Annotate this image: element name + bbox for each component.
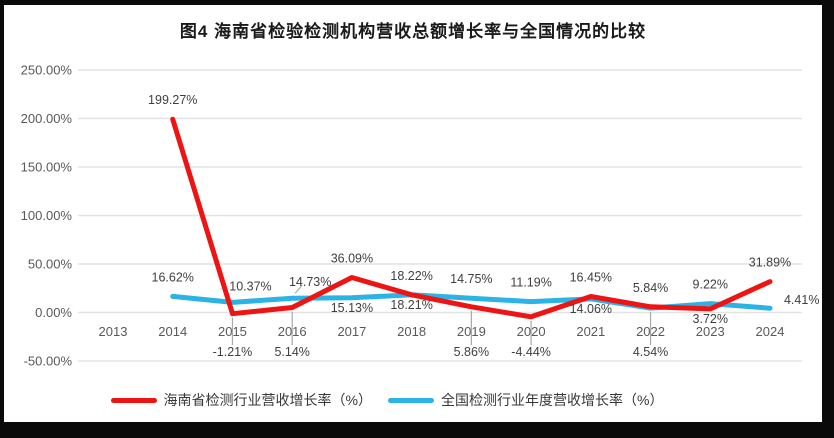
data-label: 4.54% [633, 345, 668, 359]
y-tick-label: -50.00% [24, 354, 73, 369]
data-label: 14.06% [570, 302, 612, 316]
data-label: 14.73% [289, 275, 331, 289]
data-label: 18.22% [390, 269, 432, 283]
x-tick-label-2021: 2021 [576, 324, 605, 339]
legend-label-national: 全国检测行业年度营收增长率（%） [441, 392, 664, 408]
data-label: 5.86% [454, 345, 489, 359]
x-tick-label-2013: 2013 [99, 324, 128, 339]
y-tick-label: 150.00% [21, 160, 73, 175]
data-label: 36.09% [331, 251, 373, 265]
data-label: 4.41% [784, 293, 819, 307]
data-label: 11.19% [510, 276, 551, 290]
data-label: 199.27% [148, 93, 197, 107]
chart-title: 图4 海南省检验检测机构营收总额增长率与全国情况的比较 [179, 22, 647, 41]
y-tick-label: 0.00% [35, 305, 72, 320]
data-label: 5.14% [274, 345, 309, 359]
y-tick-label: 100.00% [21, 208, 73, 223]
data-label: 10.37% [229, 279, 271, 293]
label-leader-line [294, 284, 303, 294]
chart-legend: 海南省检测行业营收增长率（%） 全国检测行业年度营收增长率（%） [0, 390, 796, 410]
x-tick-label-2024: 2024 [756, 324, 785, 339]
y-tick-label: 200.00% [21, 111, 73, 126]
y-tick-label: 50.00% [28, 257, 73, 272]
legend-item-national: 全国检测行业年度营收增长率（%） [388, 390, 663, 410]
y-tick-label: 250.00% [21, 63, 73, 78]
x-tick-label-2014: 2014 [158, 324, 187, 339]
data-label: 16.45% [570, 271, 612, 285]
data-label: -4.44% [511, 345, 551, 359]
series-line-hainan [170, 116, 773, 320]
data-label: 15.13% [331, 301, 373, 315]
data-label: -1.21% [213, 345, 253, 359]
x-tick-label-2023: 2023 [696, 324, 725, 339]
x-tick-label-2017: 2017 [337, 324, 366, 339]
chart-canvas: 图4 海南省检验检测机构营收总额增长率与全国情况的比较 250.00% 200.0… [4, 5, 822, 422]
data-label: 9.22% [693, 278, 728, 292]
legend-line-swatch-blue [388, 397, 434, 403]
legend-line-swatch-red [110, 397, 157, 403]
data-label: 16.62% [152, 270, 194, 284]
data-label: 14.75% [450, 272, 492, 286]
legend-item-hainan: 海南省检测行业营收增长率（%） [110, 390, 372, 410]
data-label: 31.89% [749, 256, 791, 270]
line-chart-plot: 250.00% 200.00% 150.00% 100.00% 50.00% 0.00% -… [21, 63, 820, 369]
data-label: 18.21% [390, 298, 432, 312]
data-label: 3.72% [693, 312, 728, 326]
legend-label-hainan: 海南省检测行业营收增长率（%） [163, 392, 372, 408]
data-label: 5.84% [633, 281, 668, 295]
x-tick-label-2018: 2018 [397, 324, 426, 339]
